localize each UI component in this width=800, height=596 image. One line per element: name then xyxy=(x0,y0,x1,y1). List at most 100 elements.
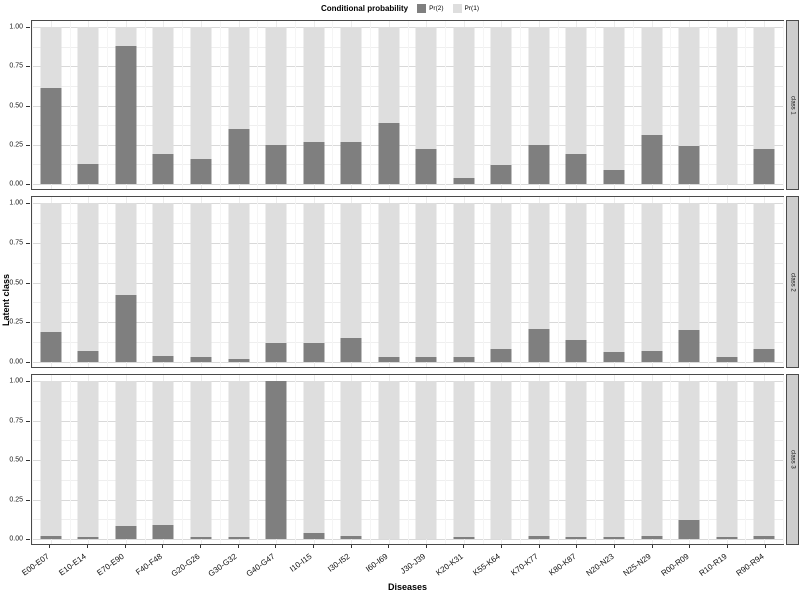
bar-pr1 xyxy=(753,27,775,184)
bar-pr1 xyxy=(716,381,738,539)
bar-slot xyxy=(595,203,633,362)
y-tick-mark xyxy=(26,242,30,244)
bar-pr1 xyxy=(77,27,99,184)
gridline-vertical-minor xyxy=(107,21,109,189)
bar-slot xyxy=(633,381,671,539)
bar-pr2 xyxy=(753,349,775,362)
x-tick-mark xyxy=(350,545,352,548)
x-tick-mark xyxy=(764,545,766,548)
facet-panel-class-1: 1.00 0.75 0.50 0.25 0.00 xyxy=(9,20,784,190)
x-tick-mark xyxy=(124,545,126,548)
bar-slot xyxy=(295,27,333,184)
gridline-vertical-minor xyxy=(332,375,334,544)
gridline-vertical-minor xyxy=(257,21,259,189)
bar-pr1 xyxy=(565,381,587,539)
x-axis: E00-E07 E10-E14 E70-E90 F40-F48 G20-G26 G30-G… xyxy=(20,545,784,593)
bar-pr1 xyxy=(641,381,663,539)
y-tick-mark xyxy=(26,539,30,540)
bar-slot xyxy=(558,381,596,539)
y-tick-label: 0.00 xyxy=(9,180,23,188)
bar-pr1 xyxy=(716,203,738,362)
y-tick-label: 0.50 xyxy=(9,456,23,464)
gridline-vertical-minor xyxy=(69,375,71,544)
bar-pr1 xyxy=(565,27,587,184)
bar-pr1 xyxy=(77,381,99,539)
legend-item-label: Pr(2) xyxy=(429,4,444,12)
bar-pr2 xyxy=(265,144,287,184)
gridline-vertical-minor xyxy=(745,21,747,189)
facet-strip-class-2: class 2 xyxy=(786,196,799,368)
bar-slot xyxy=(445,203,483,362)
bar-pr2 xyxy=(77,537,99,539)
bar-slot xyxy=(520,203,558,362)
gridline-vertical-minor xyxy=(182,21,184,189)
bar-pr2 xyxy=(378,122,400,184)
bar-slot xyxy=(370,381,408,539)
bar-slot xyxy=(332,203,370,362)
bar-pr2 xyxy=(303,342,325,362)
x-tick-mark xyxy=(576,545,578,548)
y-tick-label: 0.75 xyxy=(9,62,23,70)
bar-pr2 xyxy=(490,349,512,362)
y-tick-mark xyxy=(26,460,30,461)
facet-strip-label: class 1 xyxy=(789,95,796,115)
legend: Conditional probability Pr(2) Pr(1) xyxy=(0,0,800,16)
facet-panel-class-3: 1.00 0.75 0.50 0.25 0.00 xyxy=(9,374,784,545)
gridline-vertical-minor xyxy=(69,21,71,189)
x-tick-mark xyxy=(237,545,239,548)
bar-pr1 xyxy=(265,203,287,362)
y-tick-label: 0.50 xyxy=(9,102,23,109)
bar-pr2 xyxy=(753,535,775,539)
x-tick-mark xyxy=(275,545,277,548)
y-tick-mark xyxy=(26,105,30,107)
gridline-vertical-minor xyxy=(745,197,747,367)
x-tick-label: R90-R94 xyxy=(734,551,766,578)
bar-pr2 xyxy=(40,88,62,184)
bar-pr1 xyxy=(753,203,775,362)
gridline-vertical-minor xyxy=(520,197,522,367)
bar-slot xyxy=(670,27,708,184)
bar-pr1 xyxy=(152,381,174,539)
bar-slot xyxy=(558,27,596,184)
y-tick-mark xyxy=(26,144,30,146)
bars xyxy=(32,381,783,539)
y-tick-mark xyxy=(26,282,30,284)
bar-pr2 xyxy=(340,141,362,184)
bar-pr1 xyxy=(152,203,174,362)
bar-pr1 xyxy=(415,203,437,362)
legend-item: Pr(1) xyxy=(452,3,479,13)
bar-pr2 xyxy=(603,169,625,184)
bar-slot xyxy=(708,381,746,539)
gridline-vertical-minor xyxy=(783,197,784,367)
bar-pr2 xyxy=(565,154,587,184)
y-tick-mark xyxy=(26,203,30,204)
legend-items: Pr(2) Pr(1) xyxy=(417,3,479,13)
bar-pr1 xyxy=(753,381,775,539)
bar-pr2 xyxy=(115,45,137,184)
gridline-vertical-minor xyxy=(294,197,296,367)
gridline-vertical-minor xyxy=(407,21,409,189)
gridline-vertical-minor xyxy=(107,375,109,544)
y-tick-mark xyxy=(26,66,30,68)
gridline-vertical-minor xyxy=(670,375,672,544)
gridline-vertical-minor xyxy=(369,197,371,367)
y-tick-mark xyxy=(26,362,30,363)
y-tick-mark xyxy=(26,381,30,382)
bar-pr2 xyxy=(453,357,475,362)
gridline-vertical-minor xyxy=(445,375,447,544)
bar-pr2 xyxy=(152,524,174,539)
bar-pr1 xyxy=(603,203,625,362)
bar-slot xyxy=(483,27,521,184)
bar-slot xyxy=(220,203,258,362)
bar-slot xyxy=(32,381,70,539)
bar-slot xyxy=(182,203,220,362)
bar-pr2 xyxy=(77,163,99,184)
gridline-vertical-minor xyxy=(257,197,259,367)
gridline-vertical-minor xyxy=(219,21,221,189)
legend-swatch-pr-2- xyxy=(417,3,427,13)
bar-pr1 xyxy=(152,27,174,184)
gridline-vertical-minor xyxy=(369,21,371,189)
bar-slot xyxy=(332,381,370,539)
bar-slot xyxy=(145,381,183,539)
bar-pr1 xyxy=(490,203,512,362)
